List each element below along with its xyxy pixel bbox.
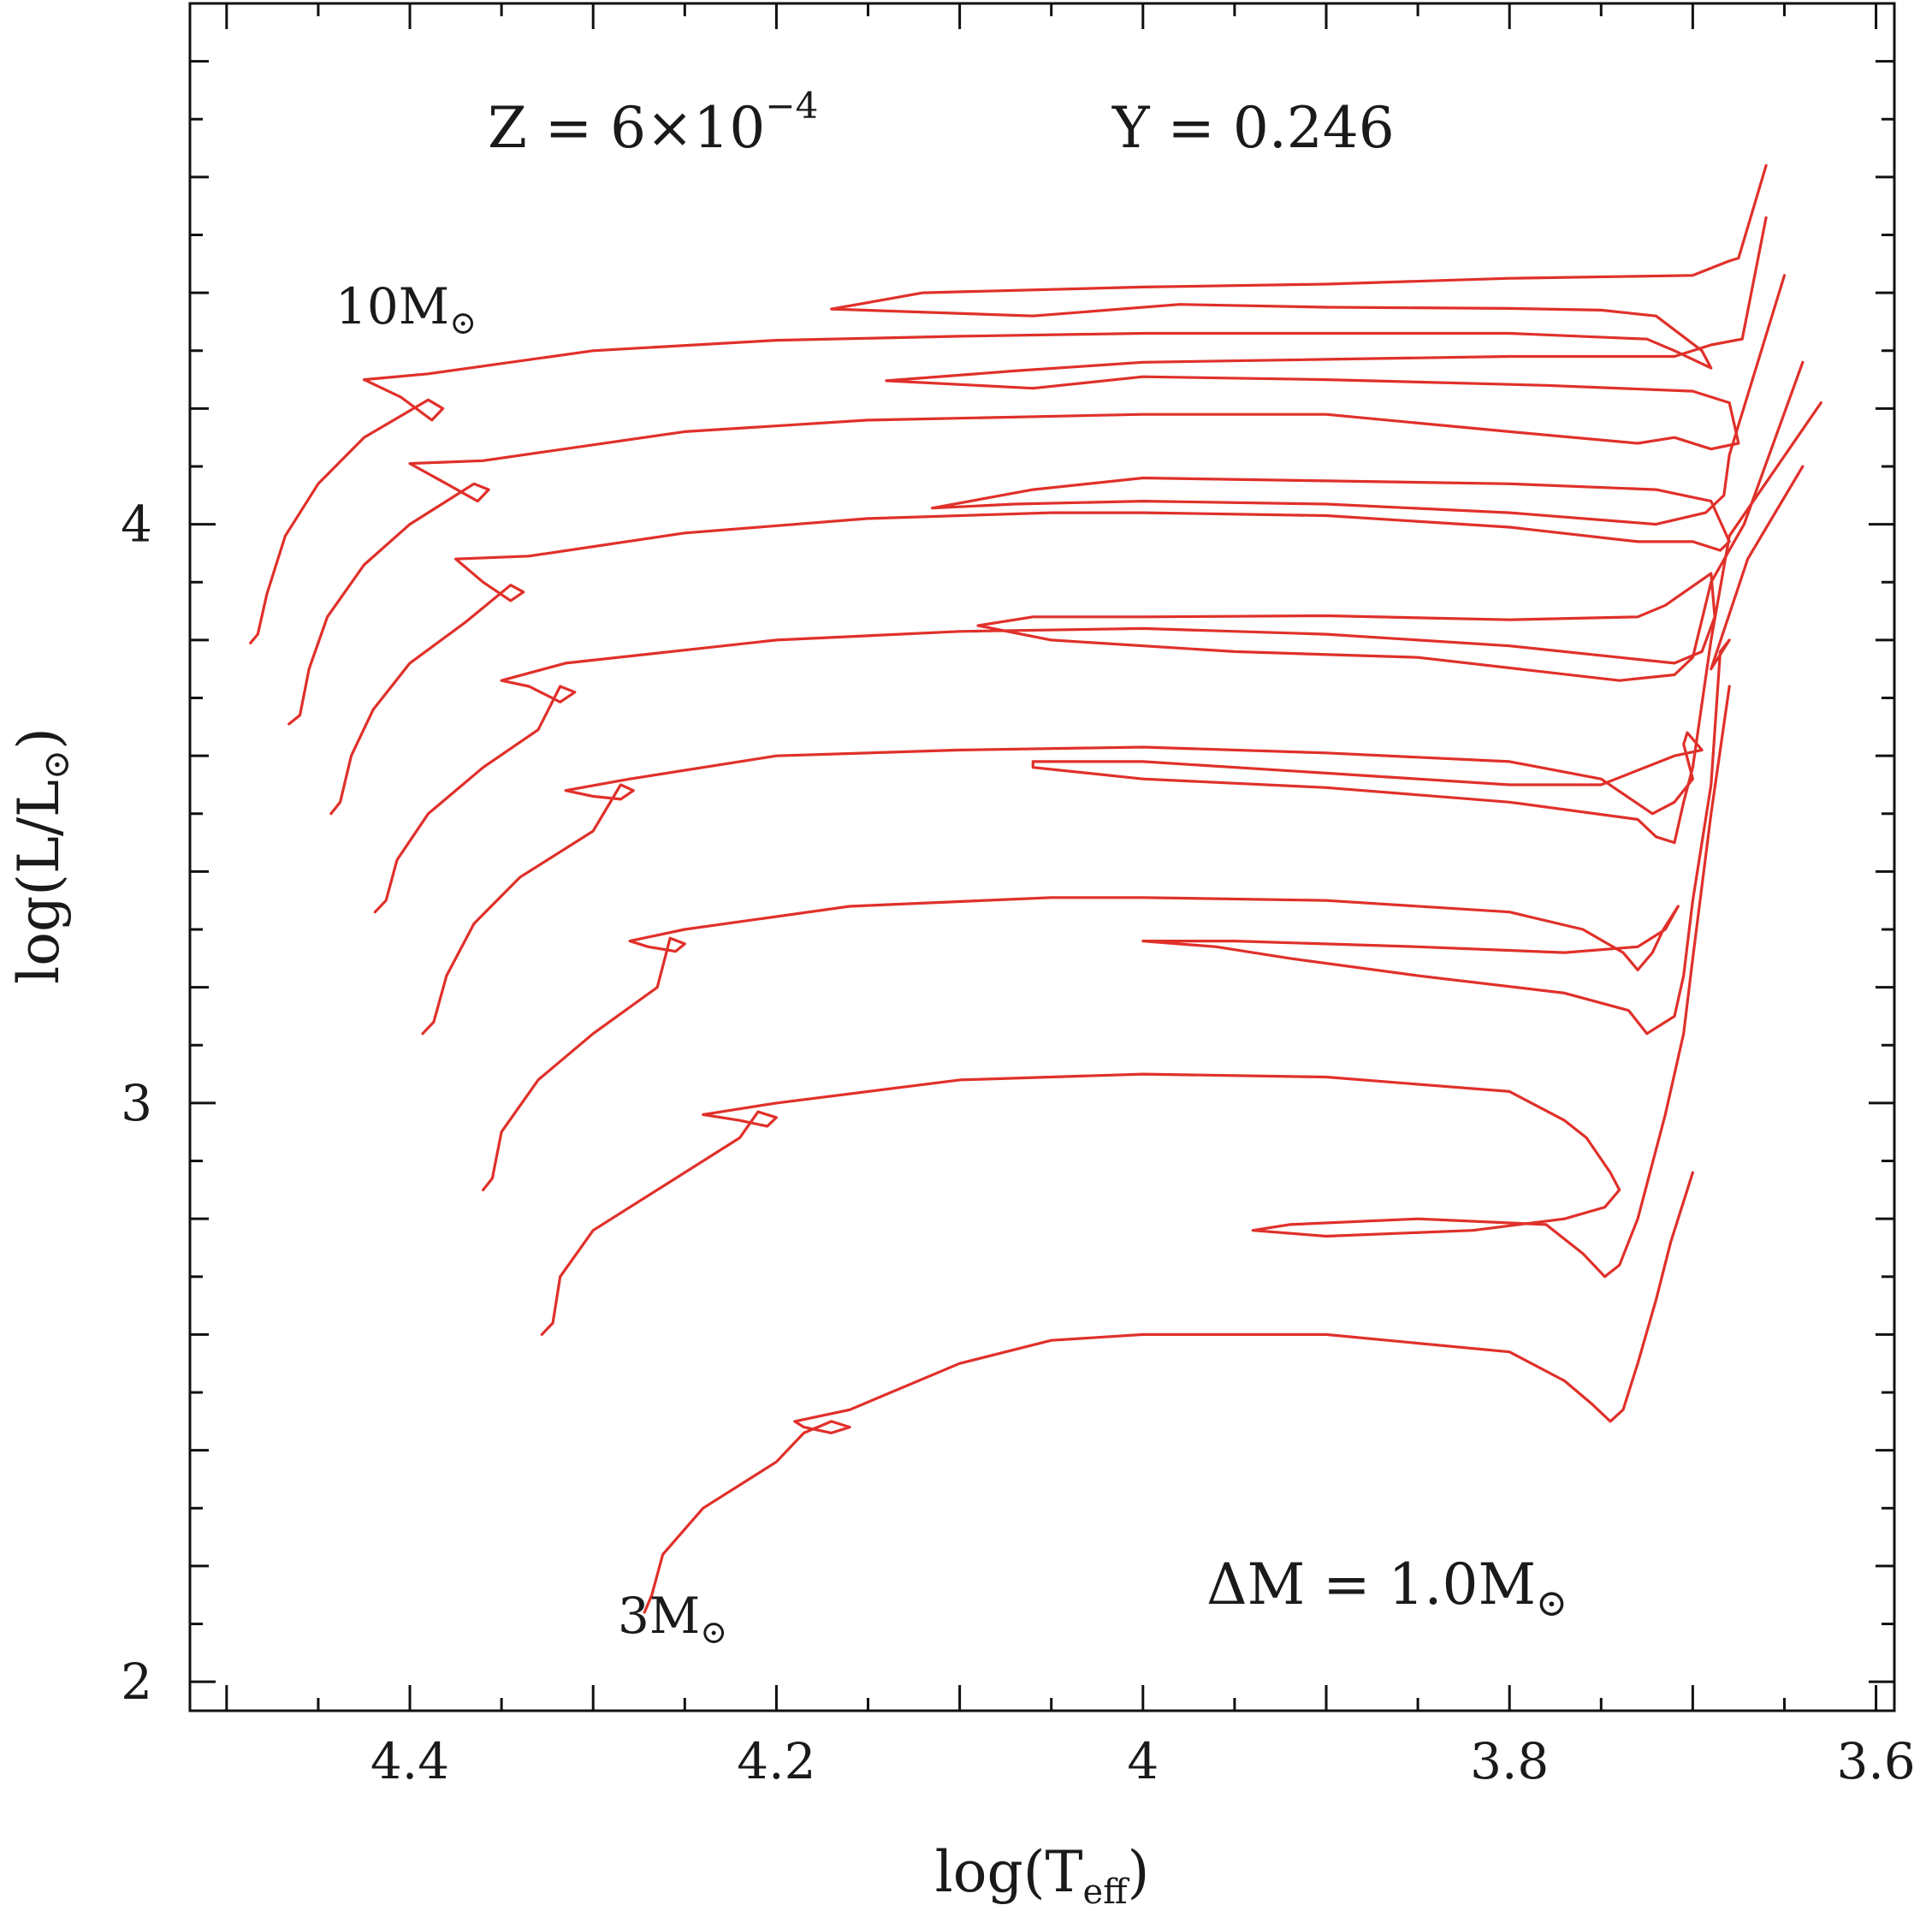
- composition-y: Y = 0.246: [1111, 95, 1395, 161]
- x-tick-label: 4.2: [737, 1732, 815, 1790]
- x-tick-label: 4: [1127, 1732, 1159, 1790]
- y-tick-labels: 2 3 4: [121, 496, 152, 1712]
- track-5-msun: [482, 465, 1805, 1192]
- track-6-msun: [421, 401, 1822, 1036]
- mass-step-label: ΔM = 1.0M⊙: [1206, 1552, 1568, 1625]
- y-tick-label: 4: [121, 496, 152, 554]
- axis-ticks: [190, 2, 1894, 1711]
- y-tick-label: 2: [121, 1653, 152, 1711]
- x-tick-label: 3.8: [1470, 1732, 1549, 1790]
- track-8-msun: [329, 274, 1787, 816]
- composition-z-exponent: −4: [765, 85, 818, 127]
- x-tick-label: 4.4: [370, 1732, 449, 1790]
- composition-label: Z = 6×10−4: [488, 85, 818, 161]
- bottom-mass-label: 3M⊙: [618, 1587, 727, 1651]
- top-mass-label: 10M⊙: [335, 277, 477, 341]
- track-4-msun: [540, 685, 1731, 1337]
- x-axis-title: log(Teff): [935, 1839, 1150, 1911]
- y-axis-title: log(L/L⊙): [6, 727, 77, 984]
- track-3-msun: [643, 1171, 1695, 1614]
- y-tick-label: 3: [121, 1074, 152, 1132]
- x-tick-labels: 4.4 4.2 4 3.8 3.6: [370, 1732, 1916, 1790]
- track-7-msun: [373, 360, 1805, 914]
- composition-z: Z = 6×10: [488, 95, 765, 161]
- track-10-msun: [249, 163, 1768, 644]
- x-tick-label: 3.6: [1836, 1732, 1915, 1790]
- evolutionary-tracks: [249, 163, 1822, 1614]
- plot-frame: [188, 2, 1896, 1712]
- track-9-msun: [287, 216, 1768, 726]
